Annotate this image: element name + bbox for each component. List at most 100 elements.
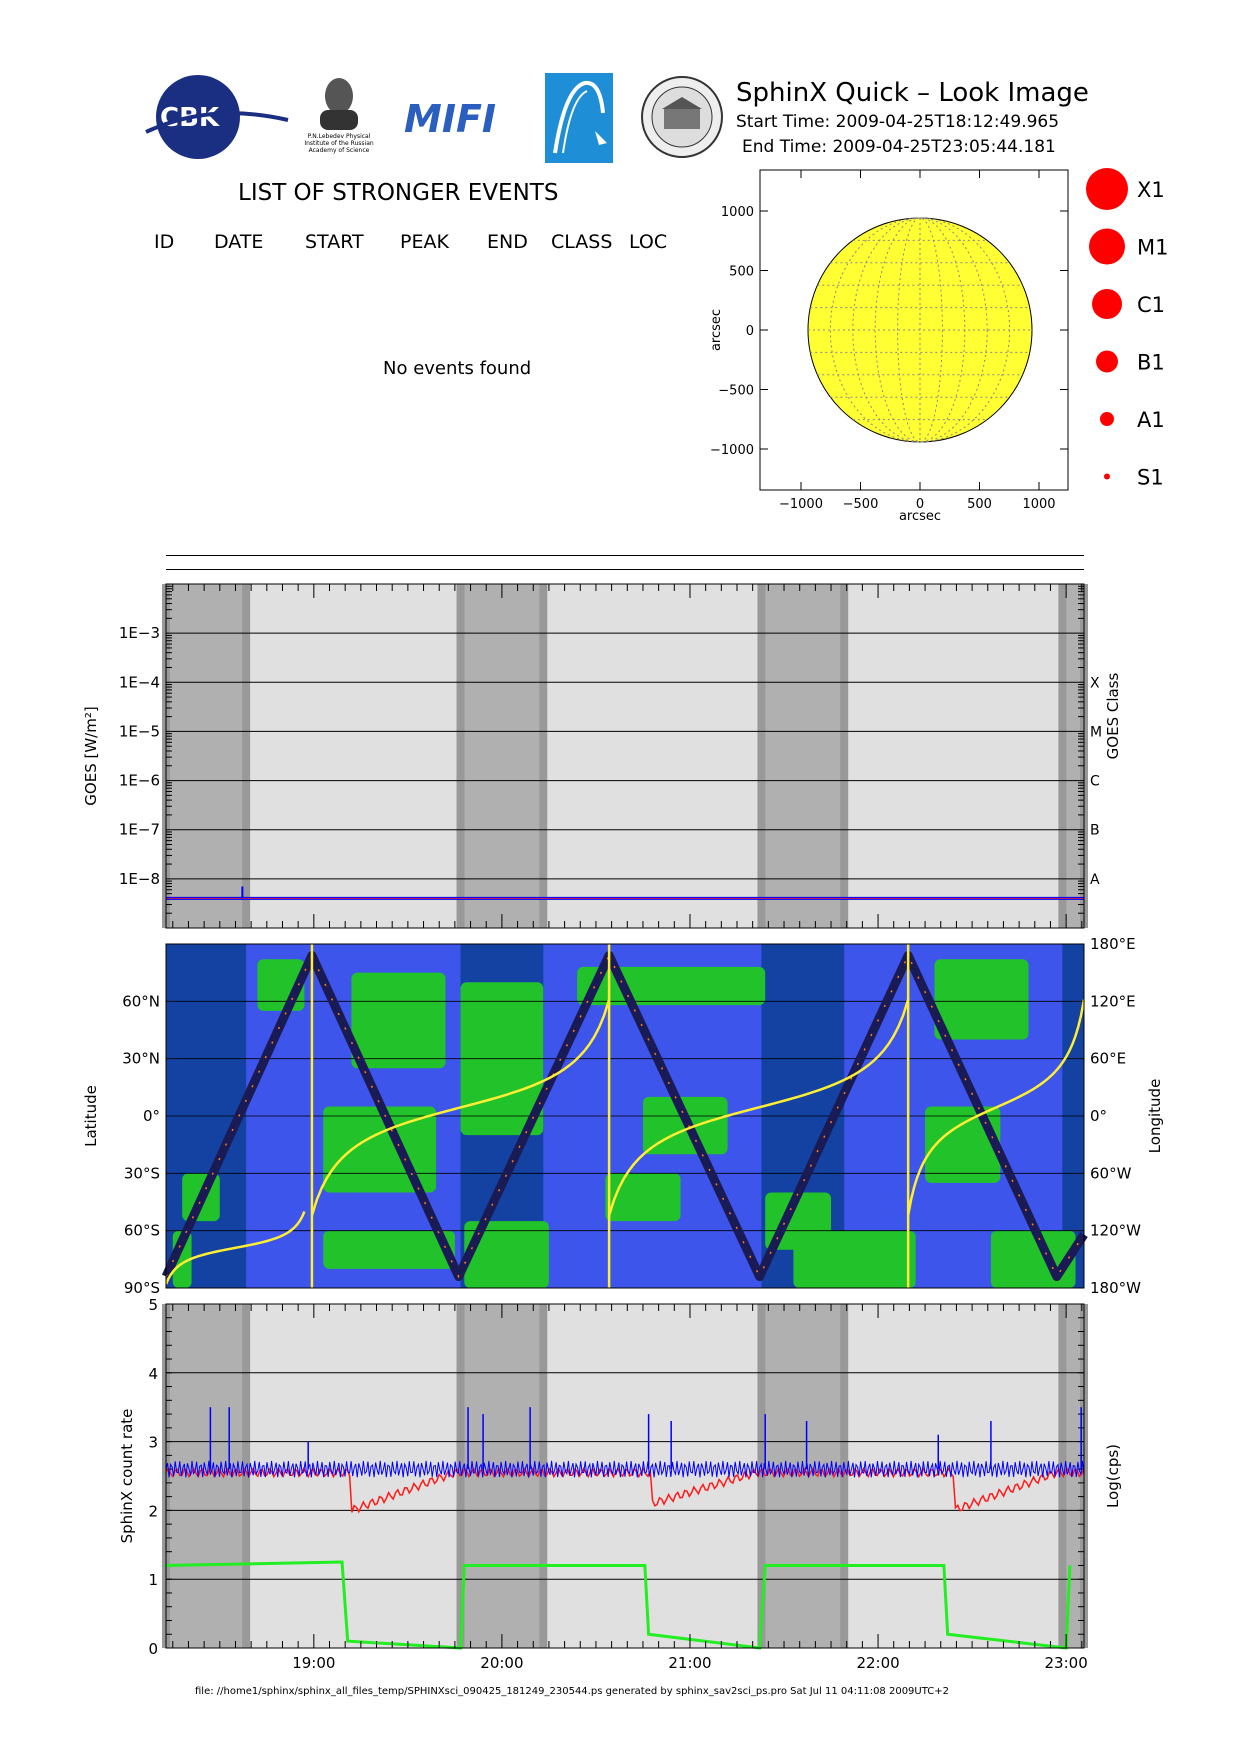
sun-ylabel: arcsec <box>709 309 724 351</box>
separator-line <box>166 555 1084 556</box>
events-heading: LIST OF STRONGER EVENTS <box>238 180 559 206</box>
eclipse-edge <box>1058 584 1067 928</box>
eclipse-edge <box>539 1304 548 1648</box>
sphinx-logo <box>545 73 613 163</box>
latitude-tick-label: 60°N <box>122 992 160 1010</box>
goes-y2label: GOES Class <box>1104 672 1122 759</box>
count-ylabel: SphinX count rate <box>118 1409 136 1544</box>
legend-dot-m1 <box>1089 228 1125 265</box>
eclipse-band <box>460 1304 544 1648</box>
eclipse-edge <box>757 584 766 928</box>
eclipse-band <box>460 584 544 928</box>
legend-dot-a1 <box>1100 412 1114 426</box>
longitude-tick-label: 120°E <box>1090 992 1136 1010</box>
land-region <box>323 1230 455 1269</box>
count-ytick-label: 0 <box>148 1640 158 1658</box>
count-y2label: Log(cps) <box>1104 1444 1122 1508</box>
count-ytick-label: 3 <box>148 1434 158 1452</box>
goes-class-label: X <box>1090 675 1100 691</box>
sun-plot: −1000 −1000 −500 −500 0 0 500 500 1000 1000 arcse… <box>709 169 1069 524</box>
sun-xlabel: arcsec <box>899 509 941 524</box>
goes-class-label: A <box>1090 872 1100 888</box>
eclipse-edge <box>456 584 465 928</box>
legend-dot-x1 <box>1086 168 1128 210</box>
start-time: Start Time: 2009-04-25T18:12:49.965 <box>736 112 1060 132</box>
legend-label-c1: C1 <box>1137 293 1165 317</box>
eclipse-band <box>166 584 247 928</box>
panel-frame <box>165 583 1085 929</box>
eclipse-edge <box>242 1304 251 1648</box>
eclipse-edge <box>840 1304 849 1648</box>
goes-ytick-label: 1E−8 <box>119 870 160 888</box>
longitude-tick-label: 60°W <box>1090 1164 1132 1182</box>
day-background <box>166 584 1084 928</box>
land-region <box>464 1221 549 1288</box>
sun-longitude-line <box>897 217 943 443</box>
legend-label-m1: M1 <box>1137 236 1168 260</box>
legend-label-x1: X1 <box>1137 178 1165 202</box>
events-col-class: CLASS <box>551 231 613 253</box>
eclipse-band <box>1062 1304 1084 1648</box>
lebedev-logo: P.N.Lebedev Physical Institute of the Ru… <box>296 70 382 162</box>
longitude-curve <box>310 999 611 1216</box>
events-col-loc: LOC <box>629 231 668 253</box>
university-seal-logo <box>640 75 725 160</box>
sun-xtick-label: 500 <box>967 497 992 512</box>
eclipse-edge <box>757 1304 766 1648</box>
mifi-text: MIFI <box>404 97 496 141</box>
eclipse-band <box>761 584 845 928</box>
events-col-end: END <box>487 231 528 253</box>
time-series-panels: 1E−8 1E−7 1E−6 1E−5 1E−4 1E−3 A B C M X GOES [W/m²]… <box>82 583 1164 1670</box>
events-col-id: ID <box>154 231 175 253</box>
eclipse-edge <box>840 584 849 928</box>
latitude-tick-label: 0° <box>143 1107 160 1125</box>
sun-ytick-label: −500 <box>718 384 754 399</box>
longitude-tick-label: 120°W <box>1090 1222 1141 1240</box>
lebedev-text-3: Academy of Science <box>309 147 370 154</box>
goes-ytick-label: 1E−5 <box>119 722 160 740</box>
footer-note: file: //home1/sphinx/sphinx_all_files_te… <box>195 1686 949 1697</box>
events-col-start: START <box>305 231 364 253</box>
time-tick-label: 20:00 <box>480 1654 523 1670</box>
longitude-tick-label: 0° <box>1090 1107 1107 1125</box>
events-col-date: DATE <box>214 231 264 253</box>
cbk-logo: CBK PAN <box>140 72 290 162</box>
longitude-curve <box>607 999 910 1216</box>
goes-ytick-label: 1E−3 <box>119 624 160 642</box>
sun-xtick-label: −500 <box>843 497 879 512</box>
pan-text: PAN <box>240 103 256 112</box>
sun-longitude-line <box>852 217 988 443</box>
separator-line <box>166 569 1084 570</box>
legend-dot-c1 <box>1092 289 1122 319</box>
land-region <box>925 1106 1001 1183</box>
events-col-peak: PEAK <box>400 231 449 253</box>
sun-ytick-label: −1000 <box>710 443 754 458</box>
sun-xtick-label: −1000 <box>779 497 823 512</box>
latitude-tick-label: 30°N <box>122 1050 160 1068</box>
events-empty-message: No events found <box>383 358 532 379</box>
sun-ytick-label: 1000 <box>721 205 754 220</box>
legend-dot-s1 <box>1104 473 1110 480</box>
panel-frame <box>165 943 1085 1289</box>
time-tick-label: 22:00 <box>856 1654 899 1670</box>
longitude-tick-label: 180°W <box>1090 1279 1141 1297</box>
count-series-green <box>165 1560 1072 1650</box>
count-series-blue <box>165 1460 1085 1478</box>
eclipse-band <box>1062 584 1084 928</box>
goes-class-label: M <box>1090 724 1102 740</box>
panel-frame <box>165 1303 1085 1649</box>
goes-ytick-label: 1E−7 <box>119 821 160 839</box>
time-tick-label: 19:00 <box>292 1654 335 1670</box>
legend-label-b1: B1 <box>1137 351 1165 375</box>
sun-ytick-label: 0 <box>746 324 754 339</box>
count-ytick-label: 4 <box>148 1365 158 1383</box>
sun-ytick-label: 500 <box>729 265 754 280</box>
longitude-tick-label: 180°E <box>1090 935 1136 953</box>
eclipse-edge <box>539 584 548 928</box>
eclipse-edge <box>242 584 251 928</box>
time-tick-label: 21:00 <box>668 1654 711 1670</box>
land-region <box>934 959 1029 1040</box>
sun-xtick-label: 1000 <box>1022 497 1055 512</box>
latitude-tick-label: 30°S <box>124 1164 160 1182</box>
sun-xtick-label: 0 <box>916 497 924 512</box>
